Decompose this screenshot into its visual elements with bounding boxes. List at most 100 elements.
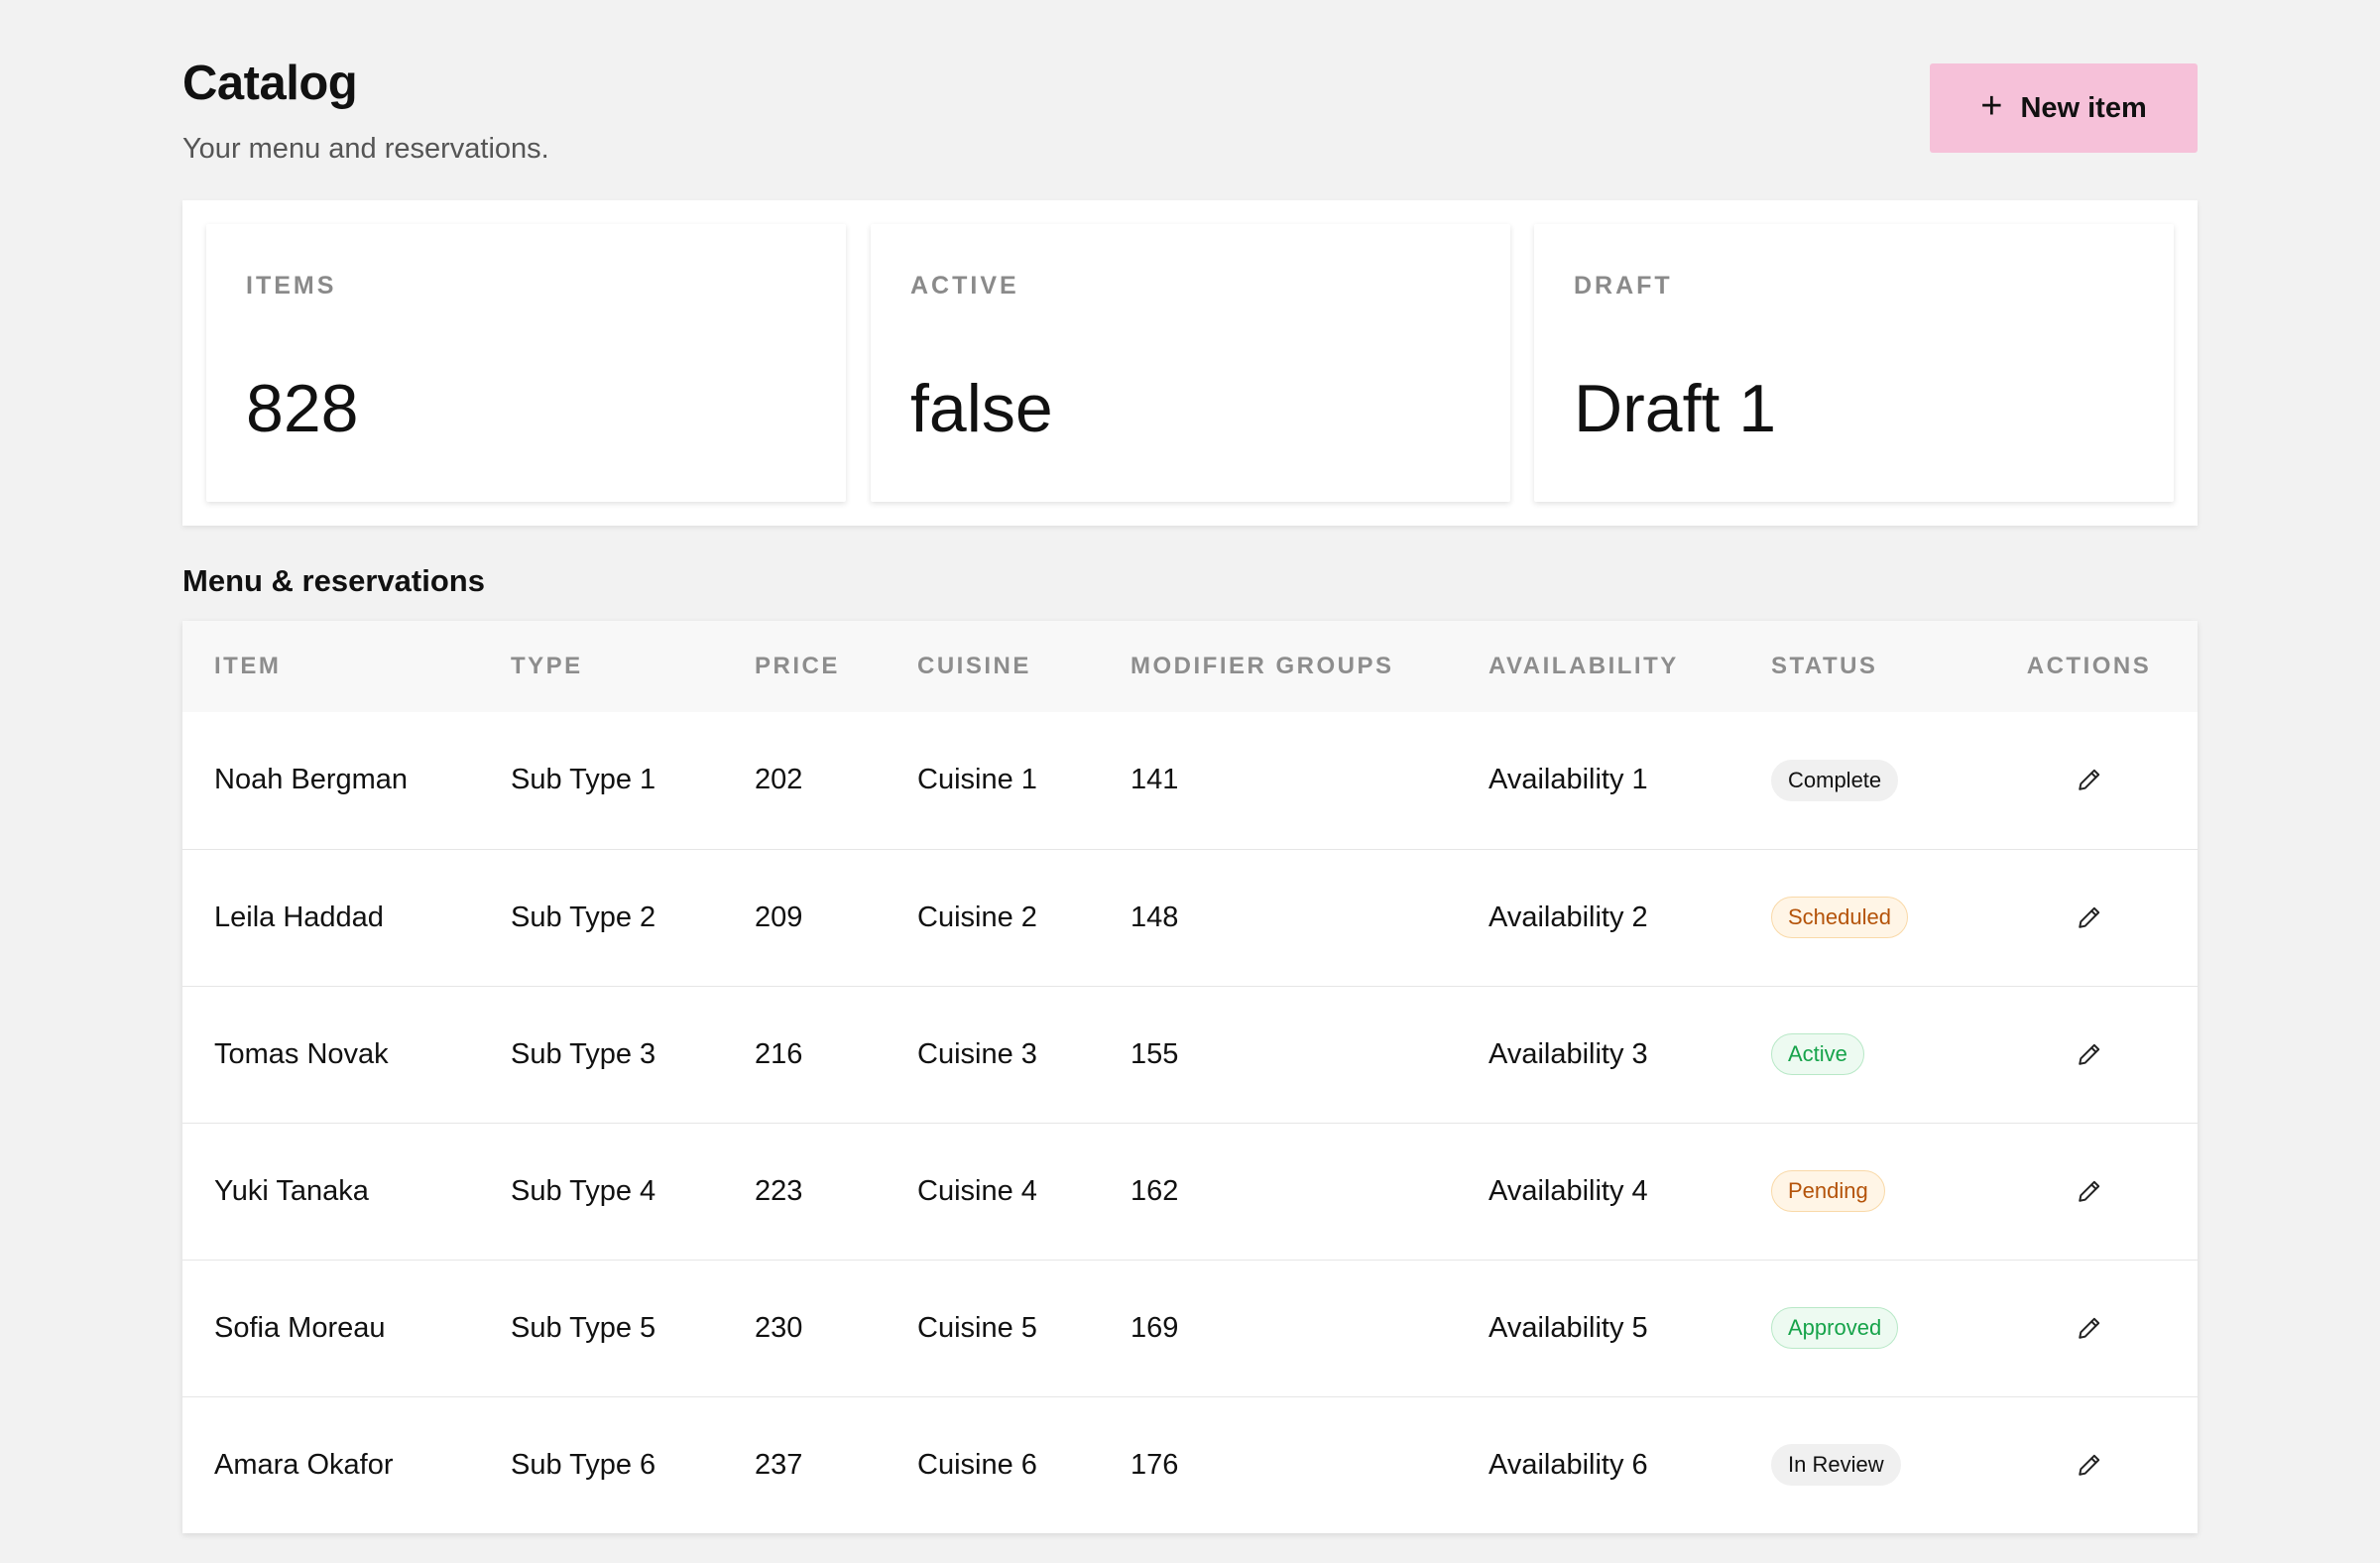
stat-value: false [910,371,1053,446]
cell-actions [1980,1396,2198,1533]
cell-cuisine: Cuisine 4 [917,1174,1037,1207]
table-row[interactable]: Yuki Tanaka Sub Type 4 223 Cuisine 4 162… [182,1123,2198,1260]
stats-panel: ITEMS 828 ACTIVE false DRAFT Draft 1 [182,200,2198,526]
cell-price: 216 [755,1037,803,1070]
stat-value: 828 [246,371,359,446]
cell-status: In Review [1739,1396,1980,1533]
pencil-icon [2078,906,2099,928]
cell-item: Yuki Tanaka [214,1174,369,1207]
menu-table: ITEM TYPE PRICE CUISINE MODIFIER GROUPS … [182,621,2198,1533]
cell-status: Active [1739,986,1980,1123]
new-item-button-label: New item [2020,91,2147,124]
cell-cuisine: Cuisine 1 [917,764,1037,796]
cell-type: Sub Type 4 [511,1174,656,1207]
cell-actions [1980,986,2198,1123]
edit-button[interactable] [2070,1308,2109,1348]
table-row[interactable]: Sofia Moreau Sub Type 5 230 Cuisine 5 16… [182,1260,2198,1396]
cell-item: Sofia Moreau [214,1311,386,1344]
cell-status: Scheduled [1739,849,1980,986]
cell-type: Sub Type 5 [511,1311,656,1344]
stat-label: ACTIVE [910,272,1019,300]
edit-button[interactable] [2070,1034,2109,1074]
table-row[interactable]: Amara Okafor Sub Type 6 237 Cuisine 6 17… [182,1396,2198,1533]
edit-button[interactable] [2070,1171,2109,1211]
section-title: Menu & reservations [182,563,485,598]
pencil-icon [2078,1317,2099,1339]
cell-item: Noah Bergman [214,764,409,796]
cell-cuisine: Cuisine 6 [917,1448,1037,1481]
status-badge: Scheduled [1771,897,1908,938]
cell-price: 237 [755,1448,803,1481]
table-row[interactable]: Tomas Novak Sub Type 3 216 Cuisine 3 155… [182,986,2198,1123]
plus-icon: + [1980,85,2003,127]
cell-modifier-groups: 155 [1130,1037,1179,1070]
cell-cuisine: Cuisine 3 [917,1037,1037,1070]
cell-status: Pending [1739,1123,1980,1260]
cell-modifier-groups: 141 [1130,764,1179,796]
pencil-icon [2078,1180,2099,1202]
cell-cuisine: Cuisine 2 [917,901,1037,933]
cell-status: Complete [1739,712,1980,849]
status-badge: Complete [1771,759,1899,801]
column-header-cuisine[interactable]: CUISINE [917,653,1031,679]
status-badge: Pending [1771,1170,1885,1212]
cell-price: 230 [755,1311,803,1344]
cell-price: 209 [755,901,803,933]
cell-availability: Availability 2 [1488,901,1648,933]
stat-value: Draft 1 [1574,371,1777,446]
column-header-status[interactable]: STATUS [1771,653,1878,679]
stat-card-items: ITEMS 828 [206,224,846,502]
pencil-icon [2078,1454,2099,1476]
edit-button[interactable] [2070,760,2109,799]
column-header-item[interactable]: ITEM [214,653,282,679]
page-subtitle: Your menu and reservations. [182,133,549,165]
cell-modifier-groups: 148 [1130,901,1179,933]
cell-type: Sub Type 2 [511,901,656,933]
page-header: Catalog Your menu and reservations. [182,56,549,166]
cell-modifier-groups: 169 [1130,1311,1179,1344]
cell-modifier-groups: 176 [1130,1448,1179,1481]
table-row[interactable]: Leila Haddad Sub Type 2 209 Cuisine 2 14… [182,849,2198,986]
cell-price: 202 [755,764,803,796]
cell-actions [1980,849,2198,986]
cell-item: Leila Haddad [214,901,384,933]
status-badge: In Review [1771,1444,1901,1487]
cell-availability: Availability 4 [1488,1174,1648,1207]
pencil-icon [2078,770,2099,790]
table-header-row: ITEM TYPE PRICE CUISINE MODIFIER GROUPS … [182,621,2198,712]
stat-label: ITEMS [246,272,337,300]
stat-label: DRAFT [1574,272,1673,300]
edit-button[interactable] [2070,898,2109,937]
edit-button[interactable] [2070,1445,2109,1485]
stat-card-draft: DRAFT Draft 1 [1534,224,2174,502]
cell-actions [1980,712,2198,849]
cell-availability: Availability 6 [1488,1448,1648,1481]
cell-availability: Availability 3 [1488,1037,1648,1070]
cell-actions [1980,1123,2198,1260]
page-title: Catalog [182,57,358,110]
table-row[interactable]: Noah Bergman Sub Type 1 202 Cuisine 1 14… [182,712,2198,849]
cell-modifier-groups: 162 [1130,1174,1179,1207]
cell-actions [1980,1260,2198,1396]
pencil-icon [2078,1043,2099,1065]
column-header-type[interactable]: TYPE [511,653,583,679]
cell-item: Tomas Novak [214,1037,389,1070]
cell-type: Sub Type 1 [511,764,656,796]
new-item-button[interactable]: + New item [1930,63,2198,153]
cell-item: Amara Okafor [214,1448,394,1481]
stat-card-active: ACTIVE false [871,224,1510,502]
cell-type: Sub Type 3 [511,1037,656,1070]
cell-cuisine: Cuisine 5 [917,1311,1037,1344]
status-badge: Approved [1771,1307,1899,1349]
cell-status: Approved [1739,1260,1980,1396]
column-header-actions: ACTIONS [2026,653,2152,679]
cell-type: Sub Type 6 [511,1448,656,1481]
status-badge: Active [1771,1033,1864,1075]
column-header-price[interactable]: PRICE [755,653,840,679]
cell-availability: Availability 5 [1488,1311,1648,1344]
cell-price: 223 [755,1174,803,1207]
column-header-availability[interactable]: AVAILABILITY [1488,653,1679,679]
cell-availability: Availability 1 [1488,764,1648,796]
column-header-modifier-groups[interactable]: MODIFIER GROUPS [1130,653,1394,679]
